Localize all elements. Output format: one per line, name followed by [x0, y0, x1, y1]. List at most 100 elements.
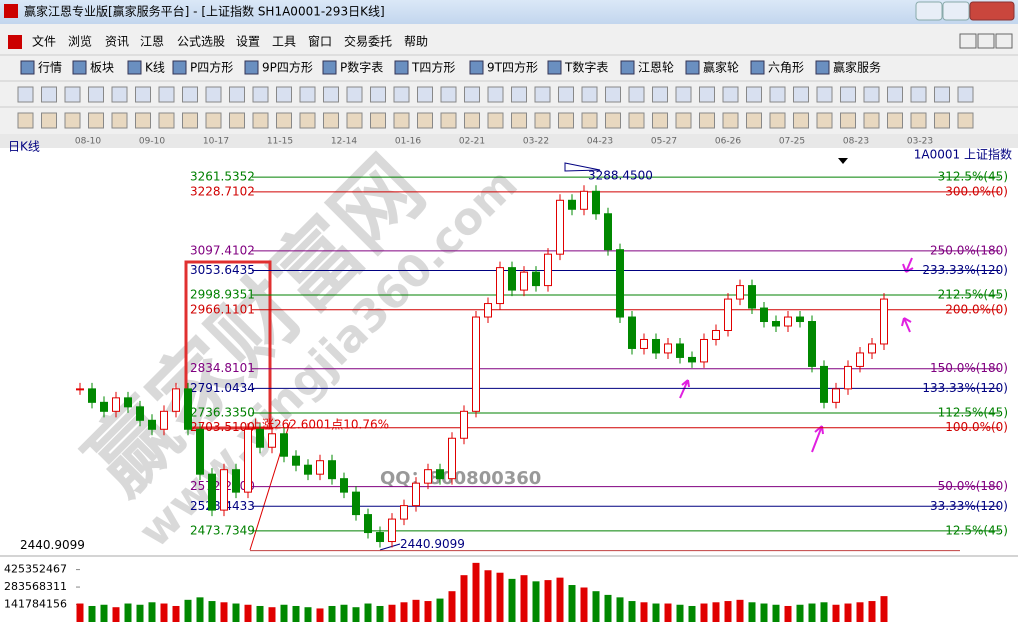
tool-icon[interactable]	[816, 112, 833, 129]
close-button[interactable]	[969, 1, 1015, 21]
tool-icon[interactable]	[487, 86, 504, 103]
tool-icon[interactable]	[323, 112, 339, 129]
tool-icon[interactable]	[675, 112, 692, 129]
menu-item[interactable]: 浏览	[68, 34, 92, 49]
toolbar-icon[interactable]	[244, 60, 259, 75]
tool-icon[interactable]	[534, 112, 551, 129]
tool-icon[interactable]	[887, 86, 903, 103]
tool-icon[interactable]	[675, 86, 692, 103]
tool-icon[interactable]	[41, 86, 57, 103]
toolbar-icon[interactable]	[172, 60, 187, 75]
menu-item[interactable]: 江恩	[140, 35, 164, 49]
tool-icon[interactable]	[558, 112, 574, 129]
tool-icon[interactable]	[17, 112, 34, 129]
tool-icon[interactable]	[323, 86, 339, 103]
tool-icon[interactable]	[370, 86, 386, 103]
tool-icon[interactable]	[205, 112, 222, 129]
tool-icon[interactable]	[722, 112, 739, 129]
toolbar-button[interactable]: K线	[145, 61, 165, 75]
tool-icon[interactable]	[769, 112, 786, 129]
tool-icon[interactable]	[393, 86, 410, 103]
tool-icon[interactable]	[887, 112, 903, 129]
tool-icon[interactable]	[229, 112, 245, 129]
tool-icon[interactable]	[135, 86, 151, 103]
tool-icon[interactable]	[699, 112, 715, 129]
toolbar-icon[interactable]	[620, 60, 635, 75]
tool-icon[interactable]	[158, 112, 175, 129]
tool-icon[interactable]	[88, 86, 104, 103]
tool-icon[interactable]	[746, 86, 762, 103]
tool-icon[interactable]	[863, 86, 880, 103]
tool-icon[interactable]	[417, 112, 433, 129]
mdi-restore[interactable]	[977, 33, 995, 49]
tool-icon[interactable]	[769, 86, 786, 103]
tool-icon[interactable]	[346, 112, 363, 129]
toolbar-icon[interactable]	[20, 60, 35, 75]
tool-icon[interactable]	[816, 86, 833, 103]
tool-icon[interactable]	[182, 86, 198, 103]
tool-icon[interactable]	[793, 112, 809, 129]
tool-icon[interactable]	[299, 112, 316, 129]
maximize-button[interactable]	[942, 1, 970, 21]
toolbar-button[interactable]: 赢家服务	[833, 60, 881, 75]
tool-icon[interactable]	[41, 112, 57, 129]
tool-icon[interactable]	[628, 112, 645, 129]
tool-icon[interactable]	[64, 86, 81, 103]
tool-icon[interactable]	[346, 86, 363, 103]
tool-icon[interactable]	[487, 112, 504, 129]
toolbar-icon[interactable]	[469, 60, 484, 75]
tool-icon[interactable]	[252, 86, 269, 103]
minimize-button[interactable]	[915, 1, 943, 21]
tool-icon[interactable]	[534, 86, 551, 103]
tool-icon[interactable]	[135, 112, 151, 129]
toolbar-button[interactable]: P数字表	[340, 60, 383, 75]
tool-icon[interactable]	[276, 112, 292, 129]
menu-item[interactable]: 工具	[272, 35, 296, 49]
toolbar-icon[interactable]	[72, 60, 87, 75]
toolbar-icon[interactable]	[685, 60, 700, 75]
tool-icon[interactable]	[393, 112, 410, 129]
tool-icon[interactable]	[158, 86, 175, 103]
tool-icon[interactable]	[699, 86, 715, 103]
tool-icon[interactable]	[910, 86, 927, 103]
tool-icon[interactable]	[276, 86, 292, 103]
tool-icon[interactable]	[581, 86, 598, 103]
mdi-close[interactable]	[995, 33, 1013, 49]
toolbar-button[interactable]: 六角形	[768, 61, 804, 75]
toolbar-icon[interactable]	[750, 60, 765, 75]
tool-icon[interactable]	[652, 86, 668, 103]
toolbar-button[interactable]: T数字表	[564, 60, 608, 75]
tool-icon[interactable]	[440, 112, 457, 129]
tool-icon[interactable]	[581, 112, 598, 129]
menu-item[interactable]: 公式选股	[177, 35, 225, 49]
menu-item[interactable]: 资讯	[105, 35, 129, 49]
toolbar-button[interactable]: P四方形	[190, 60, 233, 75]
menu-item[interactable]: 文件	[32, 34, 56, 49]
tool-icon[interactable]	[840, 112, 856, 129]
toolbar-button[interactable]: 行情	[38, 61, 62, 75]
tool-icon[interactable]	[722, 86, 739, 103]
tool-icon[interactable]	[64, 112, 81, 129]
toolbar-icon[interactable]	[394, 60, 409, 75]
tool-icon[interactable]	[957, 112, 974, 129]
tool-icon[interactable]	[182, 112, 198, 129]
menu-item[interactable]: 帮助	[404, 35, 428, 49]
tool-icon[interactable]	[934, 86, 950, 103]
tool-icon[interactable]	[205, 86, 222, 103]
tool-icon[interactable]	[558, 86, 574, 103]
tool-icon[interactable]	[863, 112, 880, 129]
tool-icon[interactable]	[934, 112, 950, 129]
tool-icon[interactable]	[88, 112, 104, 129]
tool-icon[interactable]	[793, 86, 809, 103]
menu-item[interactable]: 窗口	[308, 35, 332, 49]
tool-icon[interactable]	[511, 112, 527, 129]
tool-icon[interactable]	[440, 86, 457, 103]
mdi-minimize[interactable]	[959, 33, 977, 49]
tool-icon[interactable]	[17, 86, 34, 103]
tool-icon[interactable]	[111, 112, 128, 129]
toolbar-icon[interactable]	[815, 60, 830, 75]
tool-icon[interactable]	[605, 86, 621, 103]
tool-icon[interactable]	[511, 86, 527, 103]
tool-icon[interactable]	[370, 112, 386, 129]
toolbar-button[interactable]: 赢家轮	[703, 60, 739, 75]
